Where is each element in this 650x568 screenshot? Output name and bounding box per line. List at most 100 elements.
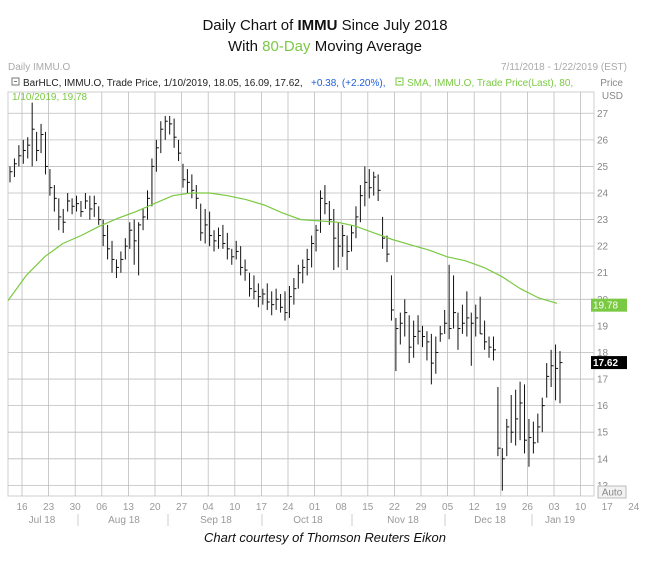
x-day-label: 03 bbox=[548, 502, 560, 513]
y-tick-label: 25 bbox=[597, 162, 609, 173]
price-bar bbox=[324, 185, 328, 215]
x-day-label: 22 bbox=[389, 502, 401, 513]
price-bar bbox=[280, 294, 284, 313]
price-bar bbox=[115, 259, 119, 279]
price-bar bbox=[217, 227, 221, 249]
x-month-label: Dec 18 bbox=[474, 515, 506, 526]
price-bar bbox=[18, 145, 22, 167]
x-month-label: Nov 18 bbox=[387, 515, 419, 526]
price-bar bbox=[404, 299, 408, 337]
svg-text:17.62: 17.62 bbox=[593, 358, 618, 369]
price-bar bbox=[155, 139, 159, 172]
x-day-label: 24 bbox=[628, 502, 640, 513]
x-day-label: 06 bbox=[96, 502, 108, 513]
price-bar bbox=[395, 317, 399, 372]
price-bar bbox=[271, 291, 275, 316]
x-month-label: Oct 18 bbox=[293, 515, 323, 526]
price-bar bbox=[541, 397, 545, 433]
price-bar bbox=[204, 208, 208, 244]
price-bar bbox=[417, 315, 421, 345]
price-bar bbox=[67, 193, 71, 212]
price-bar bbox=[147, 190, 150, 220]
y-tick-label: 17 bbox=[597, 375, 609, 386]
ma-period-label: 80-Day bbox=[262, 38, 311, 55]
price-bar bbox=[439, 325, 443, 342]
sma-legend-toggle[interactable] bbox=[395, 77, 404, 86]
chart-title-line1: Daily Chart of IMMU Since July 2018 bbox=[202, 17, 448, 34]
price-bar bbox=[408, 315, 412, 364]
price-bar bbox=[27, 137, 31, 159]
price-bar bbox=[222, 224, 226, 249]
plot-area bbox=[7, 91, 595, 497]
price-bar bbox=[178, 139, 182, 162]
y-tick-label: 16 bbox=[597, 401, 609, 412]
price-bar bbox=[62, 208, 66, 233]
svg-text:19.78: 19.78 bbox=[593, 301, 618, 312]
x-axis: 16 23 30 06 13 20 27 04 10 17 24 01 08 15 22 29 05 12 19 26… bbox=[16, 502, 640, 526]
price-bar bbox=[80, 200, 84, 217]
x-day-label: 10 bbox=[229, 502, 241, 513]
x-day-label: 01 bbox=[309, 502, 321, 513]
price-bar bbox=[532, 421, 536, 454]
price-bar bbox=[49, 169, 53, 196]
price-bar bbox=[492, 336, 496, 361]
price-bar bbox=[359, 185, 363, 223]
auto-scale-button[interactable] bbox=[597, 485, 627, 499]
price-bar bbox=[315, 224, 319, 252]
price-bar bbox=[293, 278, 297, 305]
sma-legend-text: SMA, IMMU.O, Trade Price(Last), 80, bbox=[407, 78, 573, 89]
x-day-label: 30 bbox=[70, 502, 82, 513]
price-bar bbox=[448, 264, 452, 340]
price-bar bbox=[346, 235, 350, 271]
bar-legend-text: BarHLC, IMMU.O, Trade Price, 1/10/2019, … bbox=[23, 78, 303, 89]
y-tick-label: 23 bbox=[597, 215, 609, 226]
price-bar bbox=[519, 381, 523, 441]
price-bar bbox=[422, 325, 425, 348]
x-month-label: Jan 19 bbox=[545, 515, 575, 526]
price-bar bbox=[311, 235, 315, 268]
x-day-label: 16 bbox=[16, 502, 28, 513]
x-day-label: 29 bbox=[415, 502, 427, 513]
price-bar bbox=[84, 193, 88, 209]
price-bar bbox=[253, 275, 257, 300]
panel-name: Daily IMMU.O bbox=[8, 62, 70, 73]
chart-title-line2: With 80-Day Moving Average bbox=[228, 38, 422, 55]
y-tick-label: 24 bbox=[597, 189, 609, 200]
price-bar bbox=[466, 291, 470, 337]
price-bar bbox=[377, 174, 381, 201]
price-bar bbox=[373, 171, 377, 196]
price-bar bbox=[368, 169, 372, 199]
price-bar bbox=[501, 448, 505, 491]
price-bar bbox=[510, 395, 514, 443]
price-bar bbox=[195, 185, 199, 209]
price-bar bbox=[435, 336, 439, 374]
last-price-box: 17.62 bbox=[591, 356, 627, 370]
price-bar bbox=[71, 198, 75, 215]
currency-label: USD bbox=[602, 91, 623, 102]
price-bar bbox=[319, 190, 323, 233]
price-bar bbox=[470, 312, 474, 366]
x-day-label: 17 bbox=[256, 502, 268, 513]
price-bar bbox=[249, 272, 253, 297]
y-tick-label: 18 bbox=[597, 348, 609, 359]
chart-caption: Chart courtesy of Thomson Reuters Eikon bbox=[203, 530, 447, 545]
bar-legend-toggle[interactable] bbox=[11, 77, 20, 86]
price-bar bbox=[257, 283, 261, 308]
price-bar bbox=[430, 333, 434, 385]
price-bar bbox=[231, 248, 235, 265]
x-month-label: Aug 18 bbox=[108, 515, 140, 526]
sma-line bbox=[7, 192, 558, 304]
price-bar bbox=[524, 384, 528, 454]
x-day-label: 17 bbox=[602, 502, 614, 513]
price-bar bbox=[302, 259, 306, 284]
price-bar bbox=[173, 118, 177, 148]
x-day-label: 20 bbox=[149, 502, 161, 513]
price-bar bbox=[390, 275, 394, 321]
price-bar bbox=[235, 240, 239, 260]
price-bar bbox=[151, 158, 155, 207]
price-bar bbox=[333, 208, 337, 271]
price-bar bbox=[226, 232, 230, 260]
price-bar bbox=[488, 336, 492, 358]
price-bar bbox=[262, 288, 266, 305]
